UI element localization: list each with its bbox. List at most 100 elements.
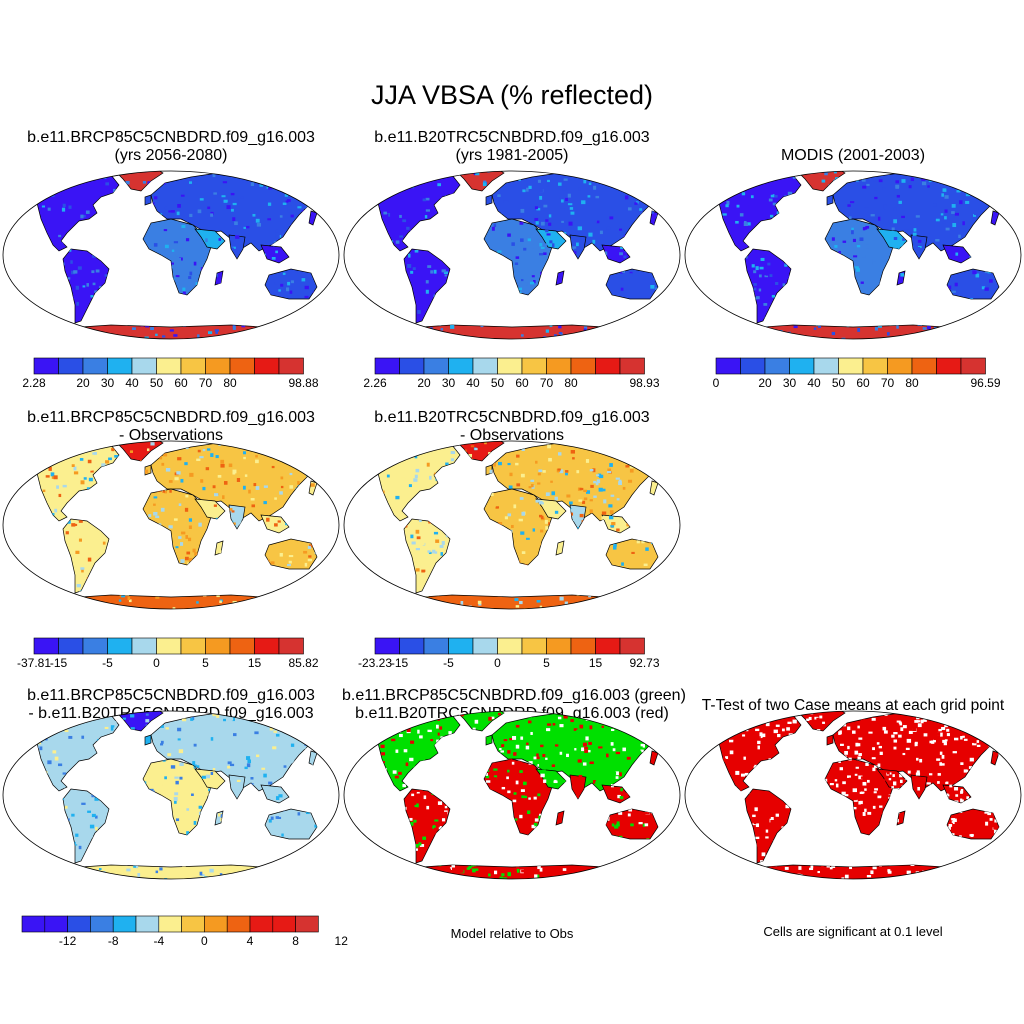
panel-title: b.e11.BRCP85C5CNBDRD.f09_g16.003 <box>27 409 315 426</box>
landmass-seasia <box>260 244 290 264</box>
colorbar-tick-label: 8 <box>292 934 299 948</box>
colorbar-swatch <box>156 357 182 375</box>
landmass-australia <box>264 538 318 570</box>
landmass-samerica <box>403 518 451 594</box>
colorbar-swatch <box>131 637 157 655</box>
landmass-nz <box>332 296 339 309</box>
colorbar-tick-label: 15 <box>589 656 603 670</box>
colorbar-swatch <box>226 915 251 933</box>
landmass-uk <box>826 194 834 206</box>
colorbar-swatch <box>180 637 206 655</box>
colorbar-tick-label: 15 <box>248 656 262 670</box>
world-map <box>343 170 681 340</box>
colorbar-tick-label: 60 <box>856 376 870 390</box>
landmass-japan <box>308 750 318 766</box>
landmass-madagascar <box>555 540 565 556</box>
colorbar-swatch <box>399 637 425 655</box>
colorbar-tick-label: 80 <box>564 376 578 390</box>
colorbar-swatch <box>838 357 864 375</box>
panel-title: b.e11.BRCP85C5CNBDRD.f09_g16.003 (green) <box>342 687 686 704</box>
colorbar: -23.23-15 -5 0 5 15 92.73 <box>358 637 660 670</box>
colorbar: 0 20 30 40 50 60 70 80 96.59 <box>713 357 1001 390</box>
colorbar-tick-label: -5 <box>443 656 454 670</box>
colorbar-swatch <box>862 357 888 375</box>
landmass-india <box>228 774 246 800</box>
colorbar-swatch <box>254 357 280 375</box>
colorbar-swatch <box>278 637 304 655</box>
landmass-japan <box>649 750 659 766</box>
colorbar-swatch <box>546 357 572 375</box>
colorbar-swatch <box>205 357 231 375</box>
colorbar: -37.81-15 -5 0 5 15 85.82 <box>17 637 319 670</box>
colorbar-tick-label: 0 <box>153 656 160 670</box>
colorbar-swatch <box>448 357 474 375</box>
panel-subtitle: - Observations <box>118 427 224 444</box>
colorbar-swatch <box>960 357 986 375</box>
colorbar-tick-label: 4 <box>247 934 254 948</box>
colorbar-swatch <box>249 915 274 933</box>
colorbar-tick-label: 30 <box>783 376 797 390</box>
colorbar-swatch <box>374 357 400 375</box>
colorbar-swatch <box>423 357 449 375</box>
colorbar-swatch <box>448 637 474 655</box>
colorbar-swatch <box>374 637 400 655</box>
colorbar-swatch <box>204 915 228 933</box>
colorbar-tick-label: -8 <box>108 934 119 948</box>
landmass-nz <box>673 836 680 849</box>
colorbar-swatch <box>570 357 596 375</box>
colorbar-swatch <box>521 357 547 375</box>
landmass-nz <box>1014 836 1021 849</box>
world-map <box>2 710 340 880</box>
landmass-samerica <box>403 788 451 864</box>
panel-title: b.e11.BRCP85C5CNBDRD.f09_g16.003 <box>27 129 315 146</box>
colorbar-swatch <box>181 915 205 933</box>
colorbar-tick-label: 30 <box>442 376 456 390</box>
landmass-australia <box>605 538 659 570</box>
colorbar-tick-label: 50 <box>832 376 846 390</box>
colorbar-swatch <box>90 915 114 933</box>
colorbar-swatch <box>472 357 498 375</box>
landmass-arabia <box>194 228 226 250</box>
colorbar-swatch <box>82 637 108 655</box>
landmass-japan <box>990 750 1000 766</box>
colorbar: -12 -8 -4 0 4 8 12 <box>21 915 348 948</box>
colorbar-swatch <box>423 637 449 655</box>
landmass-nz <box>673 566 680 579</box>
panel-title: b.e11.BRCP85C5CNBDRD.f09_g16.003 <box>27 687 315 704</box>
panel-title: b.e11.B20TRC5CNBDRD.f09_g16.003 <box>374 409 650 426</box>
colorbar-swatch <box>229 357 255 375</box>
colorbar-tick-label: 0 <box>494 656 501 670</box>
panel-caption: Model relative to Obs <box>450 926 574 941</box>
colorbar-tick-label: -23.23 <box>358 656 392 670</box>
colorbar-swatch <box>180 357 206 375</box>
colorbar-tick-label: 5 <box>202 656 209 670</box>
colorbar-swatch <box>156 637 182 655</box>
colorbar-tick-label: -15 <box>50 656 68 670</box>
colorbar-swatch <box>254 637 280 655</box>
landmass-uk <box>144 734 152 746</box>
colorbar-swatch <box>158 915 182 933</box>
colorbar-swatch <box>272 915 296 933</box>
panel-subtitle: (yrs 2056-2080) <box>114 147 228 164</box>
panel-subtitle: (yrs 1981-2005) <box>455 147 569 164</box>
panel-title: T-Test of two Case means at each grid po… <box>701 697 1005 714</box>
landmass-nz <box>332 566 339 579</box>
colorbar-swatch <box>740 357 766 375</box>
colorbar-tick-label: 5 <box>543 656 550 670</box>
panel-caption: Cells are significant at 0.1 level <box>763 924 943 939</box>
colorbar-tick-label: 20 <box>758 376 772 390</box>
colorbar-swatch <box>44 915 68 933</box>
colorbar-swatch <box>497 357 523 375</box>
landmass-uk <box>826 734 834 746</box>
colorbar-tick-label: -15 <box>391 656 409 670</box>
landmass-japan <box>990 210 1000 226</box>
landmass-india <box>228 234 246 260</box>
colorbar-swatch <box>715 357 741 375</box>
landmass-australia <box>946 268 1000 300</box>
landmass-seasia <box>601 244 631 264</box>
colorbar-tick-label: 0 <box>713 376 720 390</box>
colorbar-swatch <box>472 637 498 655</box>
colorbar-swatch <box>295 915 319 933</box>
colorbar-swatch <box>764 357 790 375</box>
panel-title: MODIS (2001-2003) <box>780 147 926 164</box>
